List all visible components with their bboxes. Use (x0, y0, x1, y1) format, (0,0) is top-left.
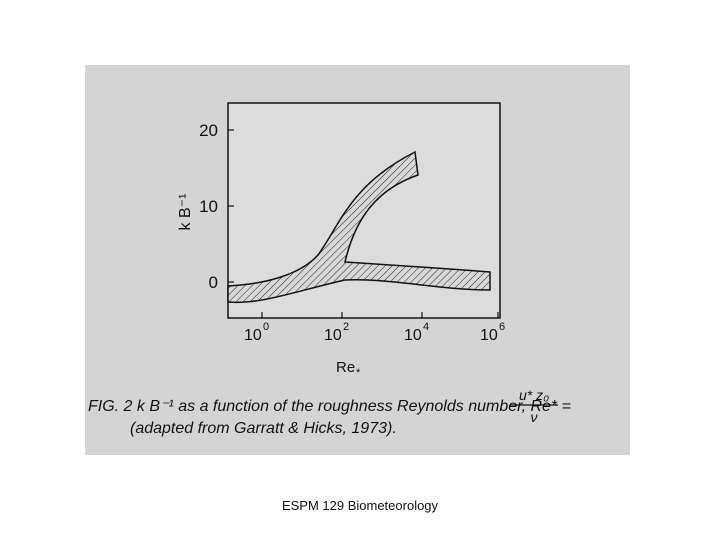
x-tick-exp: 6 (499, 321, 505, 333)
x-tick-base: 10 (244, 327, 262, 344)
x-tick-exp: 0 (263, 321, 269, 333)
x-tick-exp: 4 (423, 321, 429, 333)
caption-line: FIG. 2 k B⁻¹ as a function of the roughn… (88, 398, 571, 415)
x-tick-labels: 10 0 10 2 10 4 10 6 (244, 321, 505, 344)
x-axis-label: Re (336, 359, 355, 376)
kb-band (227, 150, 491, 304)
caption-line: (adapted from Garratt & Hicks, 1973). (130, 420, 397, 437)
formula-denominator: ν (531, 409, 538, 425)
footer: ESPM 129 Biometeorology (282, 498, 439, 513)
x-tick-base: 10 (324, 327, 342, 344)
x-axis-label-sub: * (356, 367, 361, 379)
x-tick-base: 10 (480, 327, 498, 344)
y-tick-label: 0 (209, 273, 218, 292)
y-tick-label: 20 (199, 121, 218, 140)
y-axis-label: k B⁻¹ (177, 194, 194, 231)
ticks (228, 129, 499, 318)
x-tick-base: 10 (404, 327, 422, 344)
figure: 20 10 0 k B⁻¹ 10 0 10 2 10 4 10 6 Re * F… (88, 102, 571, 437)
y-tick-label: 10 (199, 197, 218, 216)
formula-numerator: u* z₀ (519, 387, 549, 403)
x-tick-exp: 2 (343, 321, 349, 333)
